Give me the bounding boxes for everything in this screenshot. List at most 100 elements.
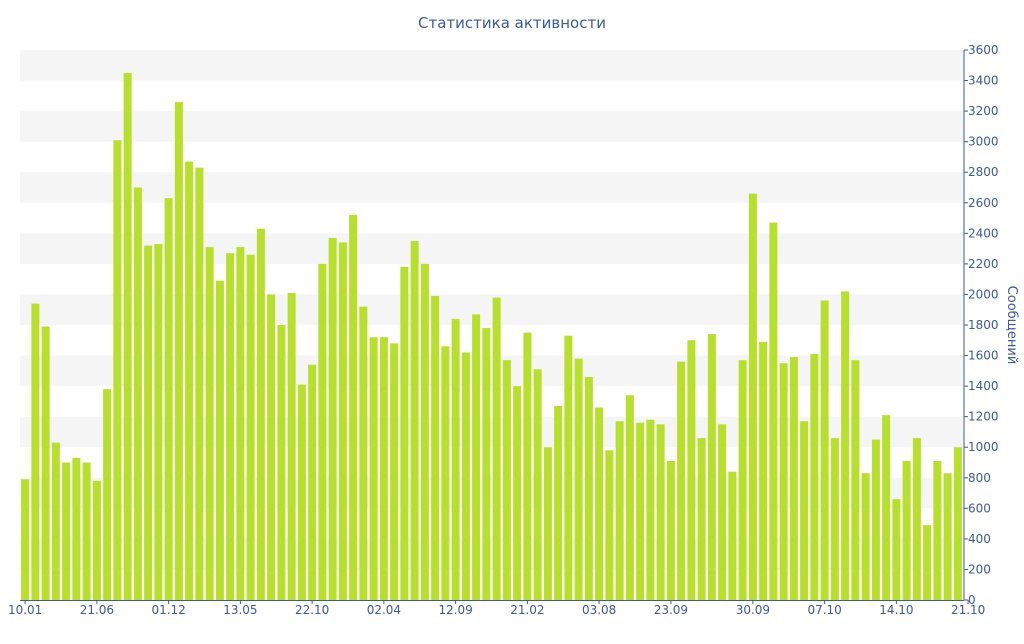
bar[interactable] [215,280,224,600]
bar[interactable] [605,450,614,600]
bar[interactable] [277,325,286,600]
bar[interactable] [595,407,604,601]
bar[interactable] [338,242,347,601]
bar[interactable] [502,360,511,600]
bar[interactable] [92,480,101,600]
bar[interactable] [441,346,450,600]
bar[interactable] [615,421,624,600]
bar[interactable] [154,244,163,600]
x-tick-label: 23.09 [654,603,688,617]
bar[interactable] [953,447,962,600]
bar[interactable] [687,340,696,600]
bar[interactable] [256,228,265,600]
bar[interactable] [461,352,470,601]
bar[interactable] [636,422,645,600]
bar[interactable] [482,328,491,600]
bar[interactable] [533,369,542,600]
bar[interactable] [882,415,891,600]
bar[interactable] [369,337,378,600]
bar[interactable] [759,341,768,600]
bar[interactable] [707,334,716,600]
bar[interactable] [390,343,399,600]
bar[interactable] [113,140,122,600]
bar[interactable] [902,460,911,600]
bar[interactable] [359,306,368,600]
bar[interactable] [451,318,460,600]
bar[interactable] [185,161,194,600]
bar[interactable] [677,361,686,600]
bar[interactable] [513,386,522,600]
bar[interactable] [851,360,860,600]
bar[interactable] [472,314,481,600]
bar[interactable] [328,237,337,600]
bar[interactable] [625,395,634,600]
bar[interactable] [267,294,276,600]
y-tick-label: 1200 [968,410,999,424]
bar[interactable] [933,460,942,600]
bar[interactable] [72,457,81,600]
bar[interactable] [718,424,727,600]
bar[interactable] [144,245,153,601]
bar[interactable] [349,215,358,600]
y-tick-label: 2600 [968,196,999,210]
bar[interactable] [574,358,583,600]
bar[interactable] [41,326,50,600]
bar[interactable] [400,266,409,600]
bar[interactable] [554,405,563,600]
bar[interactable] [420,263,429,600]
x-tick-label: 21.10 [951,603,985,617]
bar[interactable] [164,198,173,600]
bar[interactable] [297,384,306,600]
x-tick-label: 14.10 [879,603,913,617]
bar[interactable] [923,525,932,600]
bar[interactable] [51,442,60,600]
bar[interactable] [82,462,91,601]
bar[interactable] [195,167,204,600]
bar[interactable] [769,222,778,600]
bar[interactable] [236,247,245,601]
bar[interactable] [912,438,921,600]
bar[interactable] [205,247,214,601]
bar[interactable] [584,376,593,600]
bar[interactable] [379,337,388,600]
y-axis: 0 200 400 600 800 1000 1200 1400 1600 1800 2000 220… [963,43,999,607]
bar[interactable] [308,364,317,600]
bar[interactable] [21,479,30,600]
bar[interactable] [892,499,901,600]
bar[interactable] [697,438,706,600]
bar[interactable] [748,193,757,600]
bar[interactable] [871,439,880,600]
bar[interactable] [810,354,819,600]
bar[interactable] [318,263,327,600]
bar[interactable] [666,460,675,600]
y-tick-label: 1600 [968,349,999,363]
bar[interactable] [226,253,235,600]
bar[interactable] [820,300,829,600]
bar[interactable] [943,473,952,600]
bar[interactable] [31,303,40,600]
bar[interactable] [656,424,665,600]
bar[interactable] [492,297,501,601]
bar[interactable] [246,254,255,600]
bar[interactable] [62,462,71,601]
bar[interactable] [103,389,112,600]
bar[interactable] [728,471,737,600]
bar[interactable] [133,187,142,601]
bar[interactable] [841,291,850,600]
bar[interactable] [830,438,839,600]
bar[interactable] [123,72,132,600]
bar[interactable] [410,240,419,600]
bar[interactable] [174,101,183,600]
bar[interactable] [789,357,798,600]
bar[interactable] [861,473,870,600]
bar[interactable] [287,292,296,600]
bar[interactable] [738,360,747,600]
y-tick-label: 3000 [968,135,999,149]
bar[interactable] [646,419,655,600]
bar[interactable] [431,295,440,600]
bar[interactable] [543,447,552,600]
bar[interactable] [523,332,532,600]
bar[interactable] [564,335,573,600]
bar[interactable] [800,421,809,600]
bar[interactable] [779,363,788,600]
